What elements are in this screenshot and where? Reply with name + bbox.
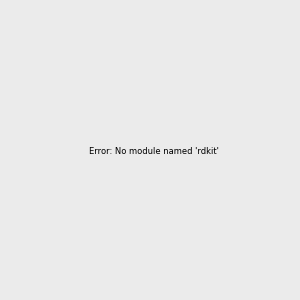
Text: Error: No module named 'rdkit': Error: No module named 'rdkit' [89, 147, 219, 156]
